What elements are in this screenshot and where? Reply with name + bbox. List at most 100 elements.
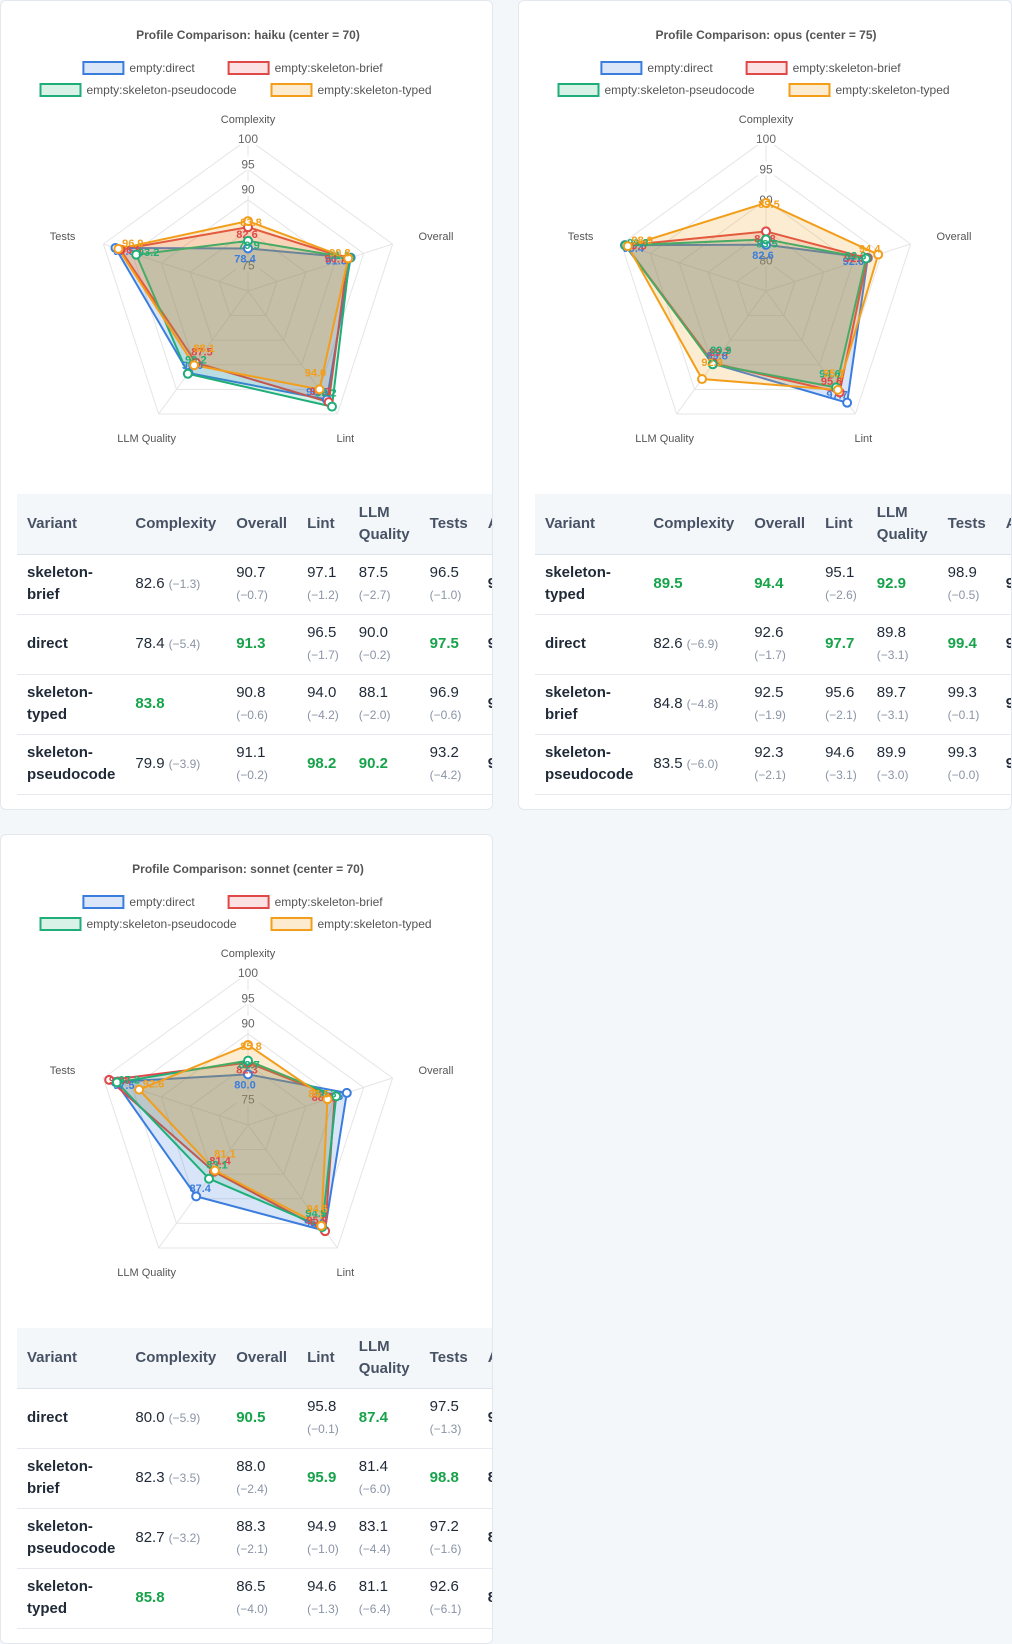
table-header: Variant Complexity Overall Lint LLM Quality Te… [17, 1328, 492, 1389]
table-row: skeleton-brief 82.6 (−1.3) 90.7 (−0.7) 97.1 (−… [17, 554, 492, 615]
score-cell: 95.1 (−2.6) [815, 554, 867, 615]
score-value: 97.5 [429, 1398, 459, 1415]
best-score: 89.5 [653, 575, 683, 592]
variant-name: direct [535, 614, 644, 675]
grid-spoke [765, 243, 911, 292]
data-label-empty-skeleton-typed: 95.1 [823, 368, 844, 380]
legend-item-empty-skeleton-brief: empty:skeleton-brief [227, 895, 383, 909]
legend-label: empty:direct [129, 61, 195, 75]
data-label-empty-skeleton-pseudocode: 97.2 [119, 1075, 140, 1087]
series-area-empty-skeleton-typed [626, 201, 880, 391]
score-value: 83.5 [653, 755, 683, 772]
tick-label: 90 [241, 1017, 255, 1031]
score-value: 91.1 [236, 744, 266, 761]
score-cell: 83.8 [125, 674, 227, 735]
legend-swatch [227, 895, 270, 909]
data-label-empty-skeleton-pseudocode: 89.9 [710, 345, 731, 357]
grid-spoke [247, 290, 338, 415]
score-value: 89.8 [876, 624, 906, 641]
best-score: 95.9 [307, 1469, 337, 1486]
best-score: 98.8 [429, 1469, 459, 1486]
score-cell: 82.3 (−3.5) [125, 1448, 227, 1509]
score-value: 93.2 [429, 744, 459, 761]
score-cell: 89.9 (−3.0) [866, 734, 938, 795]
score-cell: 96.9 (−0.6) [419, 674, 478, 735]
score-cell: 89.8 (−3.1) [866, 614, 938, 675]
column-header-lint: Lint [297, 1328, 349, 1389]
score-value: 96.5 [429, 564, 459, 581]
grid-ring [102, 138, 394, 415]
data-point-empty-skeleton-typed [243, 1039, 253, 1050]
tick-label: 100 [238, 966, 258, 980]
radar-chart-sonnet: Profile Comparison: sonnet (center = 70)… [39, 862, 454, 1279]
score-delta: (−1.9) [754, 708, 786, 722]
data-label-empty-direct: 91.3 [326, 256, 347, 268]
data-point-empty-skeleton-typed [697, 374, 708, 385]
table-header: Variant Complexity Overall Lint LLM Quality Te… [535, 494, 1011, 555]
grid-spoke [103, 243, 249, 292]
axis-label-lint: Lint [336, 1267, 354, 1279]
score-cell: 91.3 [226, 614, 298, 675]
score-delta: (−2.6) [825, 588, 857, 602]
grid-ring [131, 1002, 365, 1224]
score-value: 99.3 [947, 744, 977, 761]
score-value: 96.5 [307, 624, 337, 641]
tick-label: 100 [756, 132, 776, 146]
legend-label: empty:skeleton-typed [318, 917, 432, 931]
grid-ring [160, 1033, 336, 1200]
grid-ring [620, 138, 912, 415]
score-delta: (−3.0) [876, 768, 909, 782]
score-value: 97.1 [307, 564, 337, 581]
score-delta: (−0.5) [947, 588, 980, 602]
score-delta: (−0.1) [947, 708, 980, 722]
legend-item-empty-skeleton-pseudocode: empty:skeleton-pseudocode [39, 83, 237, 97]
data-label-empty-skeleton-typed: 94.6 [306, 1204, 327, 1216]
table-header-row: Variant Complexity Overall Lint LLM Quality Te… [17, 1328, 492, 1389]
score-value: 84.8 [653, 695, 683, 712]
best-score: 90.5 [236, 1409, 266, 1426]
table-header-row: Variant Complexity Overall Lint LLM Quality Te… [17, 494, 492, 555]
axis-label-complexity: Complexity [739, 114, 794, 126]
table-row: skeleton-typed 83.8 90.8 (−0.6) 94.0 (−4.2) 88… [17, 674, 492, 735]
score-delta: (−4.2) [307, 708, 339, 722]
score-value: 92.3 [754, 744, 784, 761]
data-point-empty-direct [842, 397, 853, 408]
score-delta: (−3.9) [168, 757, 201, 771]
score-cell: 98.2 [297, 734, 349, 795]
score-cell: 95.9 [297, 1448, 349, 1509]
variant-name: skeleton-typed [535, 554, 644, 615]
score-value: 94.6 [825, 744, 855, 761]
results-table-sonnet: Variant Complexity Overall Lint LLM Quality Te… [17, 1328, 492, 1629]
table-row: direct 78.4 (−5.4) 91.3 96.5 (−1.7) 90.0 (−0.2)… [17, 614, 492, 675]
score-value: 95.1 [825, 564, 855, 581]
column-header-llm-quality: LLM Quality [348, 1328, 420, 1389]
tick-backdrop [236, 1015, 260, 1030]
column-header-tests: Tests [419, 1328, 478, 1389]
score-cell: 94.6 (−3.1) [815, 734, 867, 795]
average-score: 91.9 [995, 734, 1011, 795]
grid-ring [131, 168, 365, 390]
score-cell: 99.3 (−0.0) [937, 734, 996, 795]
score-value: 92.6 [429, 1578, 459, 1595]
score-cell: 85.8 [125, 1568, 227, 1629]
score-delta: (−2.4) [236, 1482, 268, 1496]
score-cell: 97.7 [815, 614, 867, 675]
score-value: 82.3 [135, 1469, 165, 1486]
score-cell: 94.0 (−4.2) [297, 674, 349, 735]
legend-swatch [270, 917, 313, 931]
data-point-empty-skeleton-typed [873, 249, 884, 260]
grid-ring [218, 1093, 278, 1151]
grid-spoke [103, 1077, 249, 1126]
score-cell: 94.6 (−1.3) [297, 1568, 349, 1629]
table-row: skeleton-brief 84.8 (−4.8) 92.5 (−1.9) 95.6 (−… [535, 674, 1011, 735]
best-score: 85.8 [135, 1589, 165, 1606]
score-cell: 87.5 (−2.7) [348, 554, 420, 615]
score-delta: (−3.2) [168, 1531, 201, 1545]
table-row: skeleton-brief 82.3 (−3.5) 88.0 (−2.4) 95.9 81… [17, 1448, 492, 1509]
legend-item-empty-skeleton-brief: empty:skeleton-brief [745, 61, 901, 75]
table-body: skeleton-typed 89.5 94.4 95.1 (−2.6) 92.9 98.9… [535, 554, 1011, 795]
data-point-empty-skeleton-pseudocode [111, 1077, 122, 1088]
axis-label-overall: Overall [419, 1065, 454, 1077]
legend-swatch [39, 83, 82, 97]
data-label-empty-skeleton-typed: 90.8 [329, 248, 350, 260]
